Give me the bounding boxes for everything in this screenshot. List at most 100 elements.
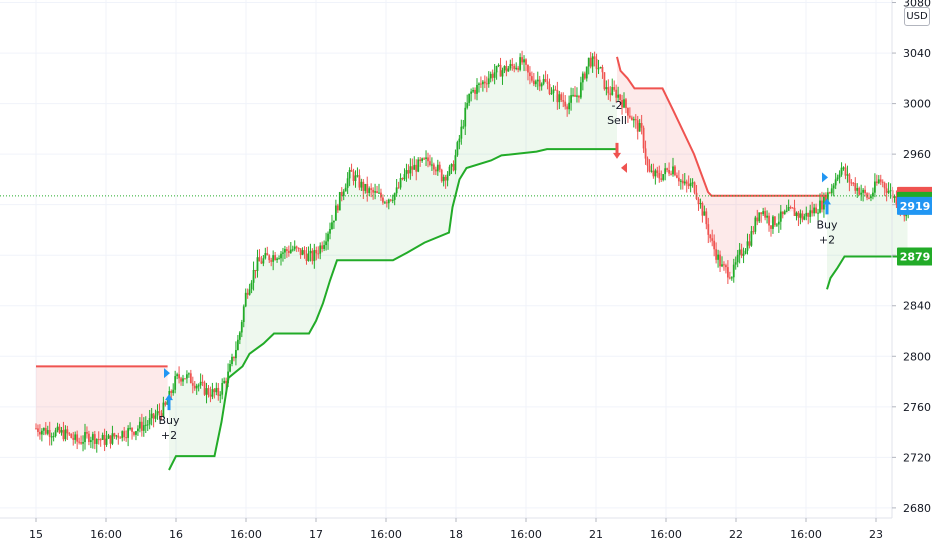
- candle-body: [174, 376, 177, 390]
- candle-body: [91, 434, 94, 441]
- candle-body: [458, 138, 461, 143]
- candle-body: [558, 94, 561, 103]
- candle-body: [385, 202, 388, 204]
- signal-markers: Buy +2 -2 Sell Buy +2: [158, 99, 838, 442]
- candle-body: [148, 418, 151, 425]
- candle-body: [809, 210, 812, 217]
- time-tick-label: 16: [169, 528, 183, 541]
- candle-body: [519, 57, 522, 70]
- candle-body: [211, 389, 214, 397]
- candle-body: [803, 216, 806, 220]
- candle-body: [509, 64, 512, 69]
- candle-body: [238, 332, 241, 340]
- candle-body: [758, 212, 761, 222]
- candle-body: [668, 169, 670, 174]
- candle-body: [209, 394, 212, 397]
- candle-body: [317, 253, 320, 255]
- candle-body: [346, 178, 349, 188]
- candle-body: [150, 413, 153, 419]
- candle-body: [207, 388, 210, 395]
- candle-body: [872, 192, 874, 197]
- trail-fill-long: [169, 59, 617, 471]
- candle-body: [748, 241, 751, 246]
- candle-body: [483, 81, 486, 84]
- currency-badge[interactable]: USD: [904, 7, 930, 26]
- candle-body: [789, 207, 792, 209]
- candle-body: [627, 107, 629, 116]
- candle-body: [711, 238, 714, 241]
- candle-body: [268, 255, 271, 261]
- trail-fill-short: [617, 56, 827, 275]
- candle-body: [129, 427, 131, 429]
- chart-grid: [0, 0, 892, 518]
- candle-body: [60, 430, 63, 433]
- candle-body: [80, 442, 82, 444]
- candle-body: [64, 429, 67, 440]
- candle-body: [444, 176, 447, 181]
- candle-body: [197, 385, 200, 387]
- candle-body: [370, 188, 373, 190]
- candle-body: [650, 170, 653, 172]
- candle-body: [836, 177, 839, 180]
- candle-body: [213, 389, 216, 393]
- candle-body: [785, 210, 788, 212]
- time-tick-label: 18: [449, 528, 463, 541]
- candle-body: [127, 428, 130, 438]
- candle-body: [307, 253, 310, 261]
- candle-body: [715, 249, 718, 260]
- candle-body: [605, 87, 608, 90]
- candle-body: [515, 67, 518, 69]
- candle-body: [726, 267, 729, 278]
- sell-qty: -2: [612, 99, 623, 112]
- candle-body: [468, 93, 471, 103]
- candle-body: [40, 430, 43, 435]
- candle-body: [297, 247, 300, 249]
- candle-body: [362, 181, 365, 191]
- candle-body: [305, 253, 308, 261]
- candle-body: [521, 57, 523, 63]
- candle-body: [46, 430, 49, 434]
- candle-body: [636, 120, 639, 132]
- candle-body: [219, 394, 222, 396]
- candle-body: [158, 411, 161, 414]
- candle-body: [725, 265, 727, 268]
- candle-body: [472, 90, 474, 92]
- candle-body: [205, 388, 208, 395]
- candle-body: [672, 166, 674, 175]
- candle-body: [99, 439, 102, 441]
- candle-body: [821, 200, 823, 210]
- candle-body: [382, 197, 384, 203]
- candle-body: [879, 179, 882, 182]
- candle-body: [160, 413, 163, 417]
- candle-body: [460, 126, 463, 139]
- candle-body: [89, 440, 92, 443]
- candle-body: [619, 94, 621, 101]
- candle-body: [66, 429, 69, 434]
- candle-body: [133, 431, 135, 435]
- candle-body: [391, 199, 394, 201]
- candle-body: [742, 253, 745, 256]
- candle-body: [548, 83, 551, 94]
- candle-body: [380, 192, 382, 198]
- candle-body: [417, 159, 420, 172]
- candle-body: [176, 374, 179, 377]
- candle-body: [632, 119, 635, 121]
- candle-body: [236, 339, 239, 351]
- candle-body: [456, 142, 459, 156]
- candle-body: [162, 402, 165, 417]
- candle-body: [885, 188, 888, 193]
- candle-body: [525, 59, 527, 65]
- candle-body: [732, 264, 735, 278]
- candle-body: [495, 65, 498, 73]
- candle-body: [719, 254, 721, 267]
- candle-body: [86, 432, 88, 434]
- candle-body: [191, 383, 194, 386]
- candle-body: [152, 413, 155, 419]
- candle-body: [262, 258, 265, 264]
- candle-body: [364, 183, 367, 191]
- candle-body: [117, 435, 120, 438]
- candle-body: [389, 199, 392, 201]
- candle-body: [566, 106, 569, 110]
- candle-body: [478, 83, 480, 85]
